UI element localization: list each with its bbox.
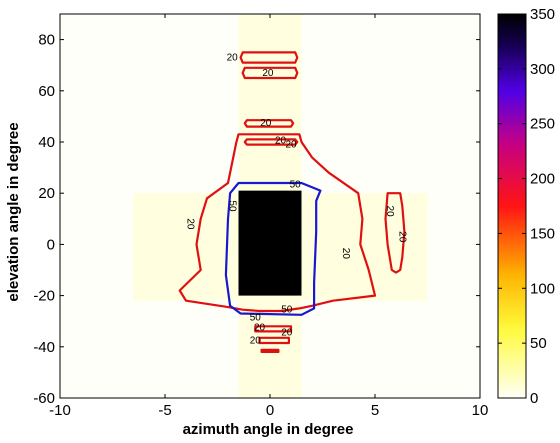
colorbar-tick-label: 200 [530, 171, 555, 188]
contour-label: 20 [397, 231, 408, 243]
contour-label: 50 [290, 180, 302, 191]
colorbar-tick-label: 0 [530, 390, 538, 407]
contour-line-20 [384, 192, 406, 274]
contour-label: 20 [275, 135, 287, 146]
x-tick-label: -5 [158, 402, 171, 419]
x-tick-label: -10 [49, 402, 71, 419]
contour-label: 20 [340, 248, 351, 260]
colorbar-tick-label: 100 [530, 280, 555, 297]
contour-line-20 [241, 66, 299, 80]
y-tick-label: 40 [38, 134, 55, 151]
contour-label: 50 [281, 304, 293, 315]
colorbar-body [497, 13, 527, 399]
contour-label: 20 [185, 218, 196, 230]
field-region-core [238, 190, 302, 296]
y-tick-label: -20 [33, 288, 55, 305]
contour-label: 20 [260, 118, 272, 129]
contour-label: 20 [250, 336, 262, 347]
y-tick-label: -40 [33, 339, 55, 356]
contour-line-20 [243, 119, 295, 128]
colorbar-tick-label: 50 [530, 335, 547, 352]
x-tick-label: 0 [266, 402, 274, 419]
y-axis-title: elevation angle in degree [5, 122, 22, 301]
contour-line-20 [258, 336, 290, 345]
x-axis-title: azimuth angle in degree [183, 421, 354, 438]
x-tick-label: 5 [371, 402, 379, 419]
colorbar: 0 50 100 150 200 250 300 350 [497, 6, 555, 407]
y-tick-label: 0 [47, 236, 55, 253]
contour-line-20 [239, 51, 299, 64]
contour-label: 20 [227, 53, 239, 64]
contour-label: 50 [250, 312, 262, 323]
contour-label: 20 [285, 140, 297, 151]
y-tick-label: 20 [38, 185, 55, 202]
x-tick-label: 10 [472, 402, 489, 419]
contour-label: 20 [281, 327, 293, 338]
colorbar-tick-label: 150 [530, 225, 555, 242]
colorbar-tick-label: 300 [530, 61, 555, 78]
contour-label: 50 [227, 200, 238, 212]
colorbar-tick-label: 250 [530, 116, 555, 133]
contour-label: 20 [254, 322, 266, 333]
contour-label: 20 [384, 206, 395, 218]
colorbar-tick-label: 350 [530, 6, 555, 23]
contour-line-50 [224, 181, 322, 316]
contour-line-20 [243, 138, 299, 146]
y-tick-label: 80 [38, 32, 55, 49]
contour-line-20 [260, 348, 280, 353]
contour-line-20 [178, 133, 377, 313]
y-tick-label: 60 [38, 83, 55, 100]
y-tick-label: -60 [33, 390, 55, 407]
contour-line-20 [254, 325, 293, 333]
contour-label: 20 [262, 68, 274, 79]
